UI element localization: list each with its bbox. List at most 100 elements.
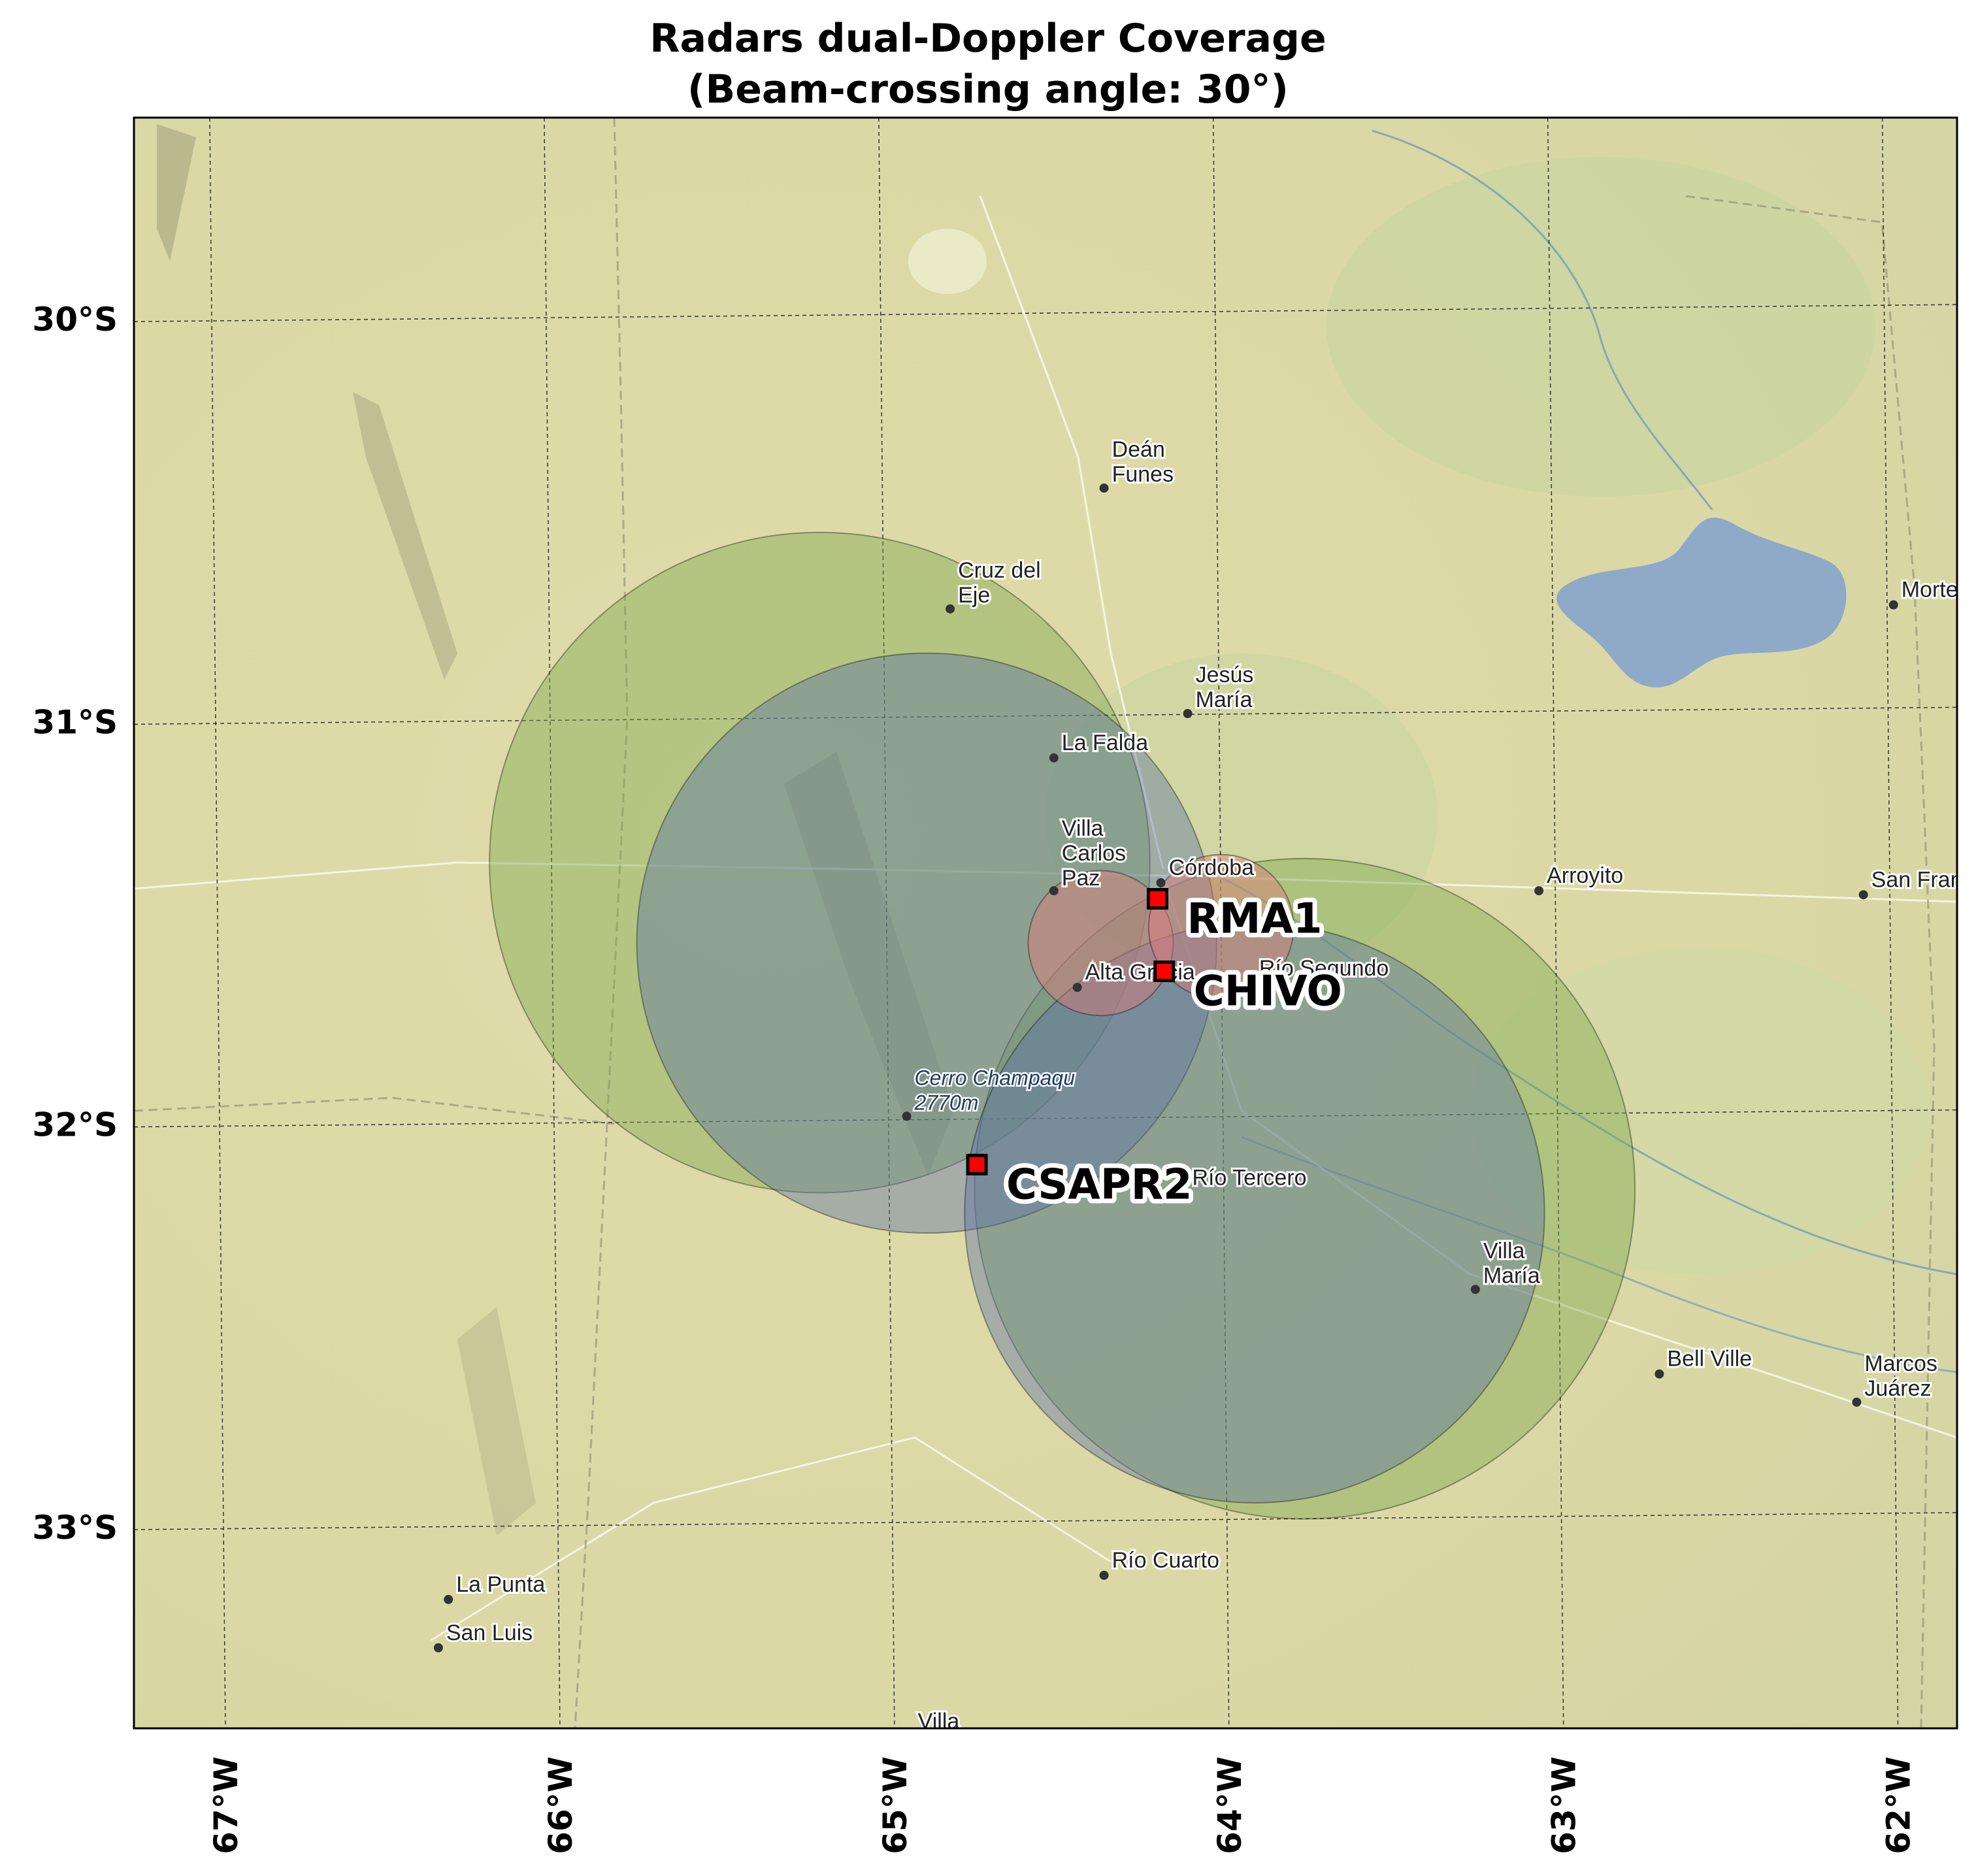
coverage-lobe-green bbox=[489, 531, 1151, 1194]
lat-gridline bbox=[134, 706, 1957, 725]
radar-label: CSAPR2 bbox=[1006, 1160, 1193, 1209]
place-label: Río Segundo bbox=[1259, 956, 1389, 981]
lat-tick-label: 30°S bbox=[32, 301, 118, 338]
place-dot bbox=[1099, 1570, 1109, 1580]
lat-gridline bbox=[134, 304, 1957, 322]
place-label: La Punta bbox=[456, 1572, 545, 1597]
coverage-lobe-green bbox=[974, 857, 1636, 1520]
radar-label: RMA1 bbox=[1187, 895, 1322, 944]
coverage-lobes bbox=[489, 531, 1636, 1520]
lat-gridline bbox=[134, 1109, 1957, 1128]
vegetation-patch bbox=[1470, 947, 1928, 1274]
vegetation-patch bbox=[1326, 157, 1875, 497]
lon-gridline bbox=[544, 118, 561, 1728]
place-dot bbox=[1049, 886, 1059, 896]
river bbox=[1189, 861, 1957, 1275]
place-dot bbox=[1072, 983, 1082, 993]
chart-title: Radars dual-Doppler Coverage (Beam-cross… bbox=[0, 13, 1976, 115]
place-dot bbox=[1246, 978, 1256, 988]
place-label: Morteros bbox=[1902, 578, 1976, 602]
place-label: Villa Carlos Paz bbox=[1062, 816, 1126, 891]
lon-gridline bbox=[1547, 118, 1564, 1728]
gridlines bbox=[134, 118, 1957, 1728]
title-line-2: (Beam-crossing angle: 30°) bbox=[687, 67, 1289, 112]
lon-tick-label: 64°W bbox=[1211, 1756, 1249, 1854]
lat-gridline bbox=[134, 1512, 1957, 1530]
lon-gridline bbox=[209, 118, 226, 1728]
place-label: Marcos Juárez bbox=[1864, 1351, 1937, 1401]
coverage-lobe-red bbox=[1027, 870, 1174, 1017]
lat-tick-label: 33°S bbox=[32, 1509, 118, 1547]
place-dot bbox=[433, 1643, 443, 1653]
salt-flat bbox=[908, 229, 987, 294]
radar-marker bbox=[1153, 960, 1176, 982]
lake-mar-chiquita bbox=[1556, 518, 1847, 687]
place-dot bbox=[1470, 1285, 1480, 1294]
place-label: Villa bbox=[918, 1709, 960, 1734]
lat-tick-label: 32°S bbox=[32, 1106, 118, 1144]
road bbox=[431, 1436, 1112, 1641]
place-label: Río Cuarto bbox=[1112, 1548, 1219, 1573]
place-label: Cruz del Eje bbox=[958, 558, 1041, 608]
mountain-ridge bbox=[457, 1307, 536, 1536]
place-dot bbox=[1858, 890, 1868, 900]
road bbox=[134, 861, 1957, 903]
mountain-ridge bbox=[157, 124, 196, 261]
place-label: Cerro Champaqu 2770m bbox=[914, 1066, 1076, 1114]
plot-frame bbox=[133, 116, 1958, 1730]
river bbox=[1241, 1136, 1957, 1374]
lon-tick-label: 67°W bbox=[207, 1756, 245, 1854]
province-border bbox=[574, 118, 629, 1728]
coverage-lobe-blue bbox=[636, 652, 1217, 1234]
province-border bbox=[134, 1096, 615, 1125]
mountain-ridge bbox=[784, 751, 954, 1176]
place-label: Jesús María bbox=[1196, 663, 1254, 712]
lon-tick-label: 66°W bbox=[542, 1756, 580, 1854]
road bbox=[1162, 875, 1957, 1439]
lon-gridline bbox=[1881, 118, 1899, 1728]
place-label: Alta Gracia bbox=[1085, 960, 1195, 985]
place-label: Río Tercero bbox=[1192, 1165, 1306, 1190]
place-dot bbox=[444, 1594, 453, 1604]
place-label: Arroyito bbox=[1547, 863, 1623, 888]
place-dot bbox=[1888, 600, 1898, 610]
lon-tick-label: 62°W bbox=[1880, 1756, 1918, 1854]
place-dot bbox=[1655, 1369, 1664, 1379]
river bbox=[1372, 129, 1713, 510]
coverage-lobe-blue bbox=[964, 922, 1545, 1504]
place-dot bbox=[1049, 753, 1059, 763]
lat-tick-label: 31°S bbox=[32, 703, 118, 741]
province-border bbox=[1685, 195, 1935, 1728]
place-label: Villa María bbox=[1483, 1238, 1540, 1288]
place-label: San Francisco bbox=[1871, 867, 1976, 892]
lon-gridline bbox=[878, 118, 895, 1728]
place-dot bbox=[906, 1732, 915, 1741]
place-dot bbox=[1179, 1188, 1189, 1198]
road bbox=[979, 195, 1164, 870]
place-dot bbox=[1099, 483, 1109, 493]
vegetation-patch bbox=[1046, 653, 1438, 980]
radar-markers: RMA1 CHIVO CSAPR2 bbox=[966, 888, 1347, 1213]
place-label: San Luis bbox=[446, 1621, 533, 1645]
radar-marker bbox=[966, 1153, 988, 1176]
lon-tick-label: 65°W bbox=[876, 1756, 914, 1854]
place-dot bbox=[1156, 878, 1166, 887]
place-label: La Falda bbox=[1062, 731, 1148, 755]
place-dot bbox=[1183, 709, 1193, 719]
radar-label: CHIVO bbox=[1194, 967, 1342, 1015]
place-dot bbox=[1534, 886, 1544, 896]
coverage-lobe-red bbox=[1147, 853, 1294, 1000]
place-label: Bell Ville bbox=[1667, 1347, 1752, 1372]
mountain-ridge bbox=[353, 392, 457, 680]
place-dot bbox=[1852, 1397, 1862, 1407]
latitude-tick-labels: 30°S 31°S 32°S 33°S bbox=[32, 301, 118, 1547]
place-dot bbox=[902, 1111, 912, 1121]
place-label: Deán Funes bbox=[1112, 437, 1174, 487]
place-dot bbox=[946, 604, 955, 614]
title-line-1: Radars dual-Doppler Coverage bbox=[650, 16, 1326, 61]
place-label: Córdoba bbox=[1169, 855, 1255, 880]
longitude-tick-labels: 67°W 66°W 65°W 64°W 63°W 62°W bbox=[207, 1756, 1918, 1854]
place-labels: Deán Funes Cruz del Eje Jesús María La Falda Vi… bbox=[433, 435, 1976, 1741]
lon-gridline bbox=[1213, 118, 1230, 1728]
